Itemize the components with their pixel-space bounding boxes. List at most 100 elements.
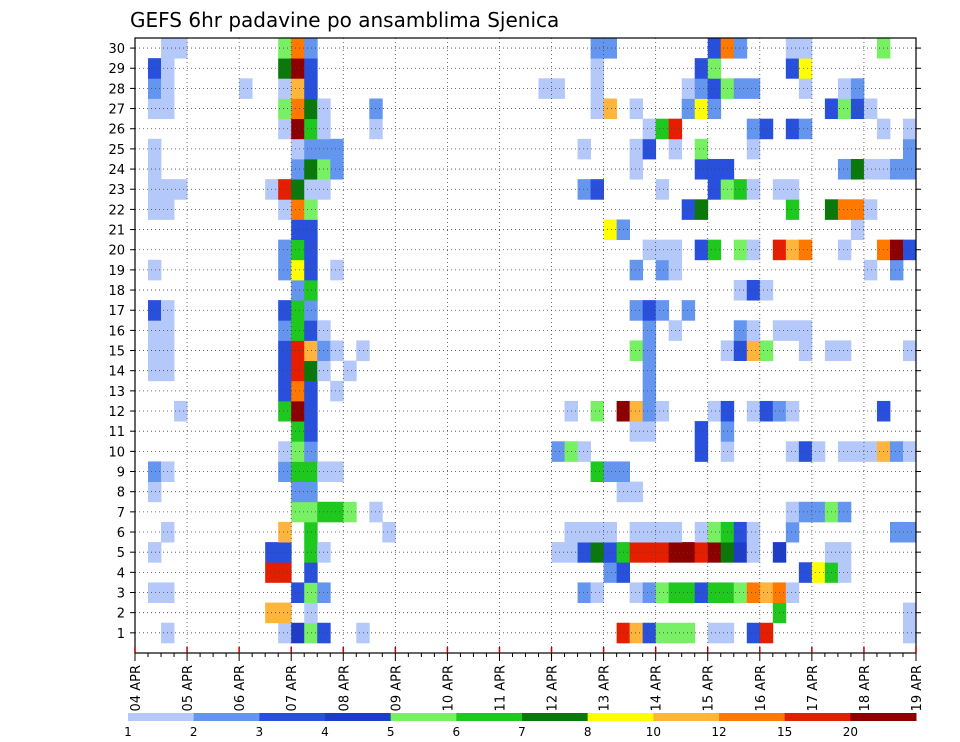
- y-tick-label: 6: [117, 526, 125, 541]
- heatmap-cell: [291, 138, 305, 160]
- heatmap-cell: [304, 602, 318, 624]
- heatmap-cell: [551, 78, 565, 99]
- heatmap-cell: [707, 58, 722, 79]
- y-tick-label: 2: [117, 607, 125, 622]
- heatmap-cell: [681, 98, 696, 120]
- heatmap-cell: [902, 239, 917, 261]
- y-tick-label: 25: [108, 143, 125, 158]
- heatmap-cell: [785, 400, 800, 422]
- heatmap-cell: [707, 239, 722, 261]
- heatmap-cell: [785, 118, 800, 140]
- heatmap-cell: [278, 340, 292, 362]
- heatmap-cell: [291, 340, 305, 362]
- heatmap-cell: [629, 138, 644, 160]
- colorbar-swatch: [522, 713, 589, 721]
- heatmap-cell: [577, 138, 591, 160]
- heatmap-cell: [837, 501, 852, 523]
- heatmap-cell: [304, 501, 318, 523]
- heatmap-cell: [902, 602, 917, 624]
- heatmap-cell: [278, 441, 292, 462]
- y-tick-label: 23: [108, 183, 125, 198]
- heatmap-cell: [148, 259, 162, 281]
- heatmap-cell: [291, 219, 305, 241]
- heatmap-cell: [343, 501, 357, 523]
- heatmap-cell: [811, 562, 826, 583]
- heatmap-cell: [603, 521, 618, 543]
- heatmap-cell: [889, 441, 904, 462]
- y-tick-label: 12: [108, 405, 125, 420]
- heatmap-cell: [746, 78, 761, 99]
- heatmap-cell: [278, 400, 292, 422]
- heatmap-cell: [889, 158, 904, 180]
- x-tick-label: 09 APR: [389, 665, 404, 711]
- heatmap-cell: [811, 441, 826, 462]
- heatmap-cell: [304, 199, 318, 220]
- heatmap-cell: [811, 501, 826, 523]
- heatmap-cell: [681, 622, 696, 644]
- heatmap-cell: [278, 179, 292, 200]
- heatmap-cell: [798, 78, 813, 99]
- heatmap-cell: [148, 58, 162, 79]
- heatmap-cell: [733, 78, 748, 99]
- y-tick-label: 30: [108, 42, 125, 57]
- heatmap-cell: [629, 421, 644, 442]
- heatmap-cell: [148, 320, 162, 341]
- heatmap-cell: [785, 320, 800, 341]
- heatmap-cell: [746, 279, 761, 301]
- heatmap-cell: [304, 239, 318, 261]
- heatmap-cell: [759, 279, 774, 301]
- heatmap-cell: [603, 461, 618, 482]
- heatmap-cell: [278, 360, 292, 382]
- heatmap-cell: [278, 38, 292, 59]
- heatmap-cell: [746, 320, 761, 341]
- heatmap-cell: [707, 400, 722, 422]
- heatmap-cell: [148, 78, 162, 99]
- heatmap-cell: [629, 622, 644, 644]
- heatmap-cell: [707, 582, 722, 603]
- heatmap-cell: [304, 300, 318, 321]
- heatmap-cell: [694, 582, 709, 603]
- heatmap-cell: [629, 158, 644, 180]
- chart-title: GEFS 6hr padavine po ansamblima Sjenica: [130, 8, 559, 32]
- heatmap-cell: [304, 38, 318, 59]
- colorbar-swatch: [456, 713, 523, 721]
- heatmap-cell: [733, 320, 748, 341]
- colorbar-label: 8: [584, 725, 592, 739]
- heatmap-cell: [694, 138, 709, 160]
- heatmap-cell: [733, 340, 748, 362]
- heatmap-cell: [798, 501, 813, 523]
- heatmap-cell: [304, 340, 318, 362]
- heatmap-cell: [577, 179, 591, 200]
- heatmap-cell: [798, 441, 813, 462]
- heatmap-cell: [642, 320, 657, 341]
- heatmap-cell: [655, 300, 670, 321]
- x-tick-label: 07 APR: [285, 665, 300, 711]
- heatmap-cell: [278, 562, 292, 583]
- heatmap-cell: [655, 259, 670, 281]
- heatmap-cell: [278, 78, 292, 99]
- x-tick-label: 16 APR: [754, 665, 769, 711]
- heatmap-cell: [902, 521, 917, 543]
- y-tick-label: 26: [108, 123, 125, 138]
- heatmap-cell: [694, 78, 709, 99]
- heatmap-cell: [733, 179, 748, 200]
- heatmap-cell: [278, 602, 292, 624]
- heatmap-cell: [330, 340, 344, 362]
- colorbar-label: 20: [843, 725, 858, 739]
- colorbar-label: 10: [646, 725, 661, 739]
- y-tick-label: 29: [108, 62, 125, 77]
- heatmap-cell: [590, 521, 604, 543]
- heatmap-cell: [343, 360, 357, 382]
- heatmap-cell: [746, 179, 761, 200]
- heatmap-cell: [304, 481, 318, 503]
- heatmap-cell: [655, 239, 670, 261]
- heatmap-cell: [590, 179, 604, 200]
- heatmap-cell: [278, 239, 292, 261]
- heatmap-cell: [278, 118, 292, 140]
- heatmap-cell: [304, 562, 318, 583]
- heatmap-cell: [304, 138, 318, 160]
- x-tick-label: 04 APR: [129, 665, 144, 711]
- heatmap-cell: [382, 521, 396, 543]
- y-tick-label: 16: [108, 324, 125, 339]
- heatmap-cell: [863, 441, 878, 462]
